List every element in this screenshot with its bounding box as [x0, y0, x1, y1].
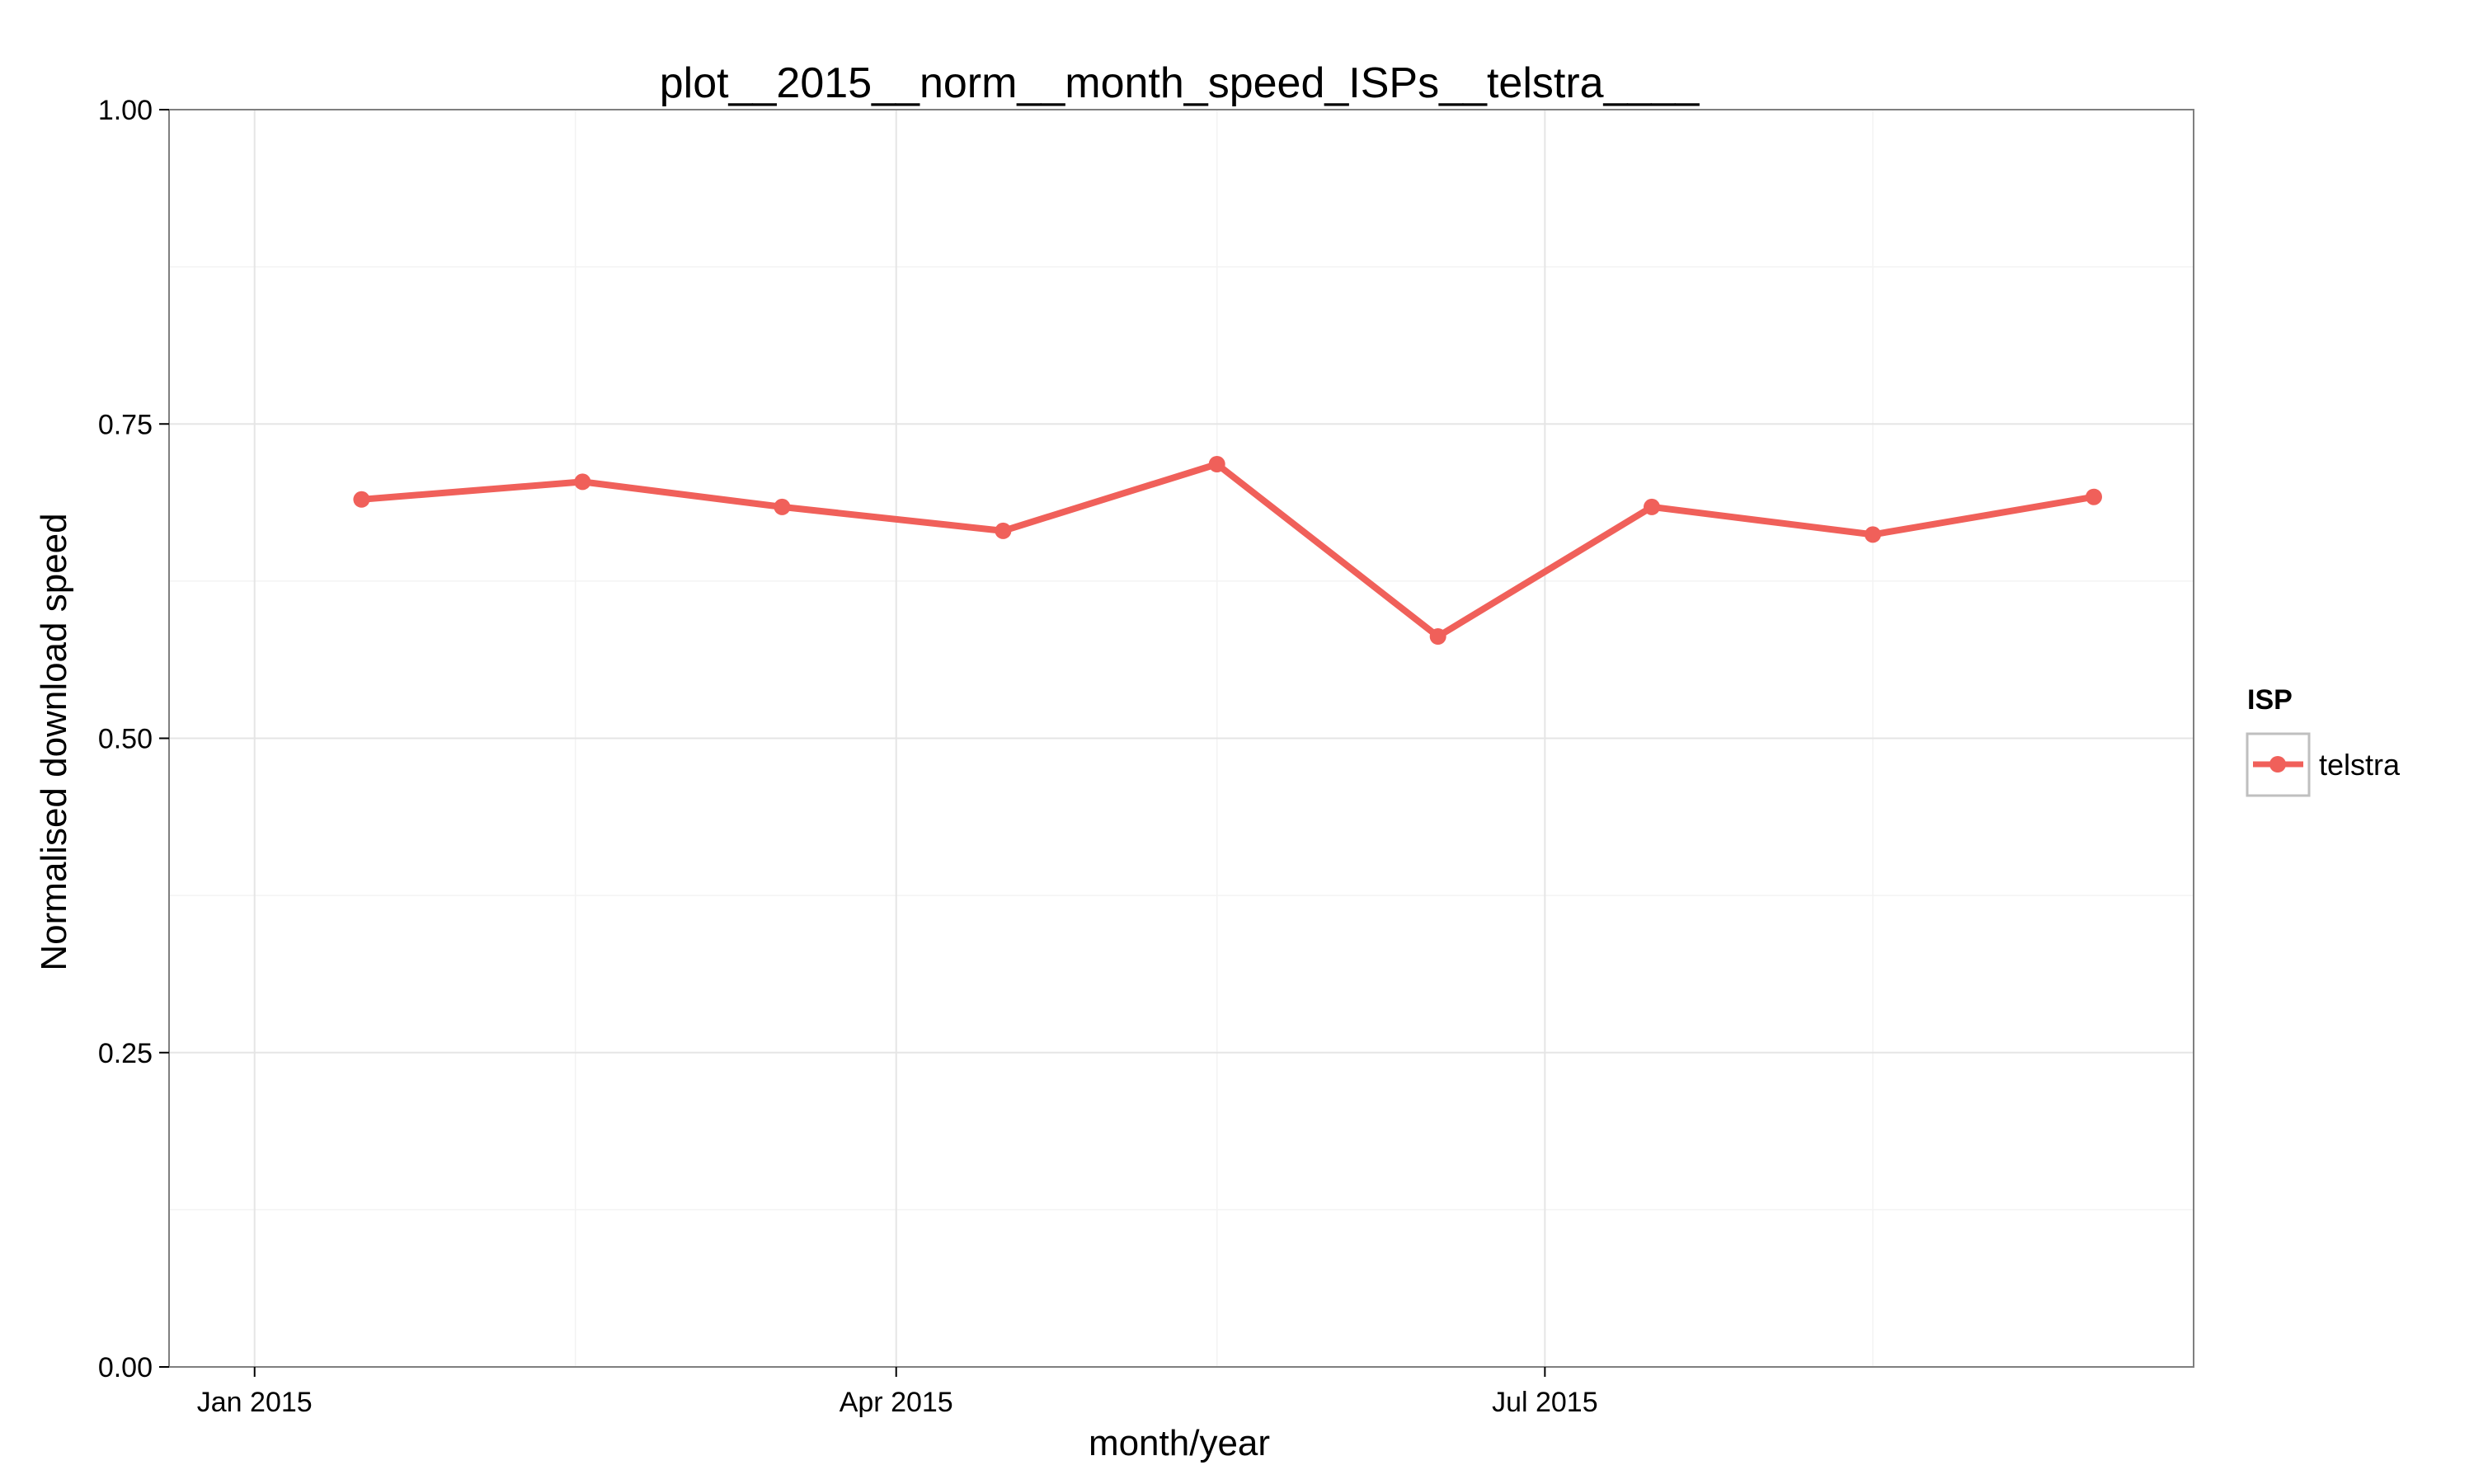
x-tick-label: Jul 2015: [1492, 1387, 1598, 1418]
data-point: [1644, 498, 1660, 515]
data-point: [1429, 628, 1446, 645]
data-point: [2086, 488, 2102, 505]
y-tick-label: 0.50: [98, 724, 153, 755]
data-point: [574, 473, 591, 491]
y-tick-label: 0.25: [98, 1038, 153, 1069]
legend-title: ISP: [2247, 684, 2293, 716]
y-axis-title: Normalised download speed: [34, 513, 74, 970]
data-point: [774, 498, 791, 515]
data-point: [995, 522, 1012, 539]
y-tick-label: 1.00: [98, 95, 153, 126]
data-point: [1208, 456, 1225, 472]
x-tick-label: Jan 2015: [197, 1387, 313, 1418]
legend-key-point: [2269, 756, 2286, 773]
x-tick-label: Apr 2015: [840, 1387, 953, 1418]
legend: ISP telstra: [2246, 684, 2401, 797]
y-tick-label: 0.00: [98, 1352, 153, 1383]
y-tick-label: 0.75: [98, 409, 153, 440]
series-layer: [353, 456, 2102, 645]
data-point: [1865, 526, 1881, 543]
axes: 0.00 0.25 0.50 0.75 1.00 Jan 2015 Apr 2015 Jul …: [98, 95, 1598, 1418]
legend-label-telstra: telstra: [2319, 748, 2401, 782]
chart-title: plot__2015__norm__month_speed_ISPs__tels…: [660, 59, 1700, 107]
x-axis-title: month/year: [1089, 1423, 1270, 1463]
data-point: [353, 491, 370, 508]
